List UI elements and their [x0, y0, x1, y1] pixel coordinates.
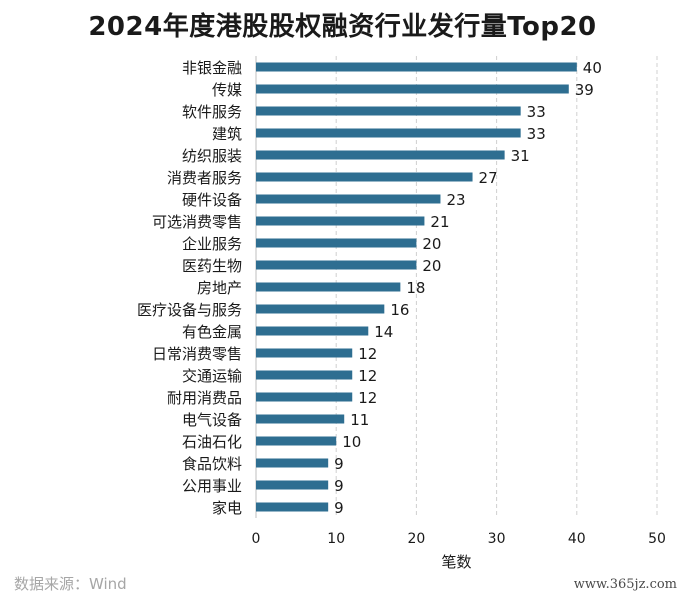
- data-label: 10: [342, 433, 361, 451]
- category-label: 可选消费零售: [152, 213, 242, 231]
- data-label: 12: [358, 389, 377, 407]
- data-label: 20: [422, 235, 441, 253]
- data-label: 18: [406, 279, 425, 297]
- category-label: 电气设备: [182, 411, 242, 429]
- bar: [256, 326, 369, 336]
- category-label: 日常消费零售: [152, 345, 242, 363]
- data-label: 27: [479, 169, 498, 187]
- bar: [256, 260, 417, 270]
- x-tick-label: 30: [488, 531, 506, 547]
- bar: [256, 348, 353, 358]
- bar: [256, 304, 385, 314]
- bar: [256, 238, 417, 248]
- data-label: 12: [358, 367, 377, 385]
- data-label: 14: [374, 323, 393, 341]
- data-label: 21: [430, 213, 449, 231]
- category-label: 硬件设备: [182, 191, 242, 209]
- category-label: 有色金属: [182, 323, 242, 341]
- x-tick-label: 20: [407, 531, 425, 547]
- category-label: 石油石化: [182, 433, 242, 451]
- bar: [256, 436, 337, 446]
- x-tick-label: 0: [252, 531, 261, 547]
- bar: [256, 392, 353, 402]
- data-label: 20: [422, 257, 441, 275]
- data-label: 31: [511, 147, 530, 165]
- data-label: 16: [390, 301, 409, 319]
- data-label: 40: [583, 59, 602, 77]
- data-label: 9: [334, 477, 344, 495]
- x-tick-label: 10: [327, 531, 345, 547]
- category-label: 房地产: [197, 279, 242, 297]
- category-label: 非银金融: [182, 59, 242, 77]
- x-tick-label: 40: [568, 531, 586, 547]
- data-label: 33: [527, 125, 546, 143]
- category-label: 企业服务: [182, 235, 242, 253]
- x-axis-label: 笔数: [441, 553, 471, 571]
- category-label: 医疗设备与服务: [137, 301, 242, 319]
- bar: [256, 106, 521, 116]
- category-label: 建筑: [212, 125, 242, 143]
- bar: [256, 172, 473, 182]
- chart-title: 2024年度港股股权融资行业发行量Top20: [88, 12, 597, 42]
- category-label: 软件服务: [182, 103, 242, 121]
- bar: [256, 216, 425, 226]
- bar: [256, 502, 329, 512]
- category-label: 传媒: [212, 81, 242, 99]
- bar: [256, 194, 441, 204]
- category-label: 纺织服装: [182, 147, 242, 165]
- bar: [256, 480, 329, 490]
- category-label: 消费者服务: [167, 169, 242, 187]
- data-label: 9: [334, 455, 344, 473]
- data-label: 12: [358, 345, 377, 363]
- bar: [256, 84, 569, 94]
- category-label: 交通运输: [182, 367, 242, 385]
- bar: [256, 414, 345, 424]
- data-label: 23: [446, 191, 465, 209]
- category-label: 公用事业: [182, 477, 242, 495]
- category-label: 家电: [212, 499, 242, 517]
- bar: [256, 150, 505, 160]
- bar: [256, 62, 577, 72]
- source-note: 数据来源：Wind: [14, 575, 127, 593]
- category-label: 医药生物: [182, 257, 242, 275]
- data-label: 39: [575, 81, 594, 99]
- site-watermark: www.365jz.com: [573, 577, 677, 592]
- bar: [256, 370, 353, 380]
- x-tick-label: 50: [648, 531, 666, 547]
- bar: [256, 128, 521, 138]
- bar: [256, 282, 401, 292]
- category-label: 耐用消费品: [167, 389, 242, 407]
- data-label: 9: [334, 499, 344, 517]
- bar: [256, 458, 329, 468]
- data-label: 33: [527, 103, 546, 121]
- category-label: 食品饮料: [182, 455, 242, 473]
- data-label: 11: [350, 411, 369, 429]
